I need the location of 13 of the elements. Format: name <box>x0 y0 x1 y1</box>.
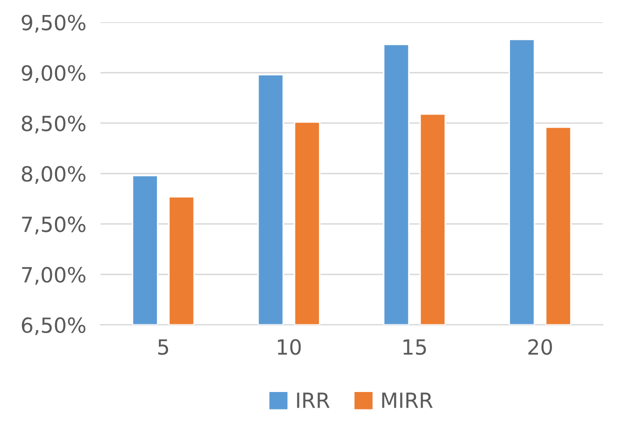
y-tick-label: 9,00% <box>22 65 86 84</box>
y-tick-label: 7,50% <box>22 216 86 234</box>
y-tick-label: 7,00% <box>22 266 86 285</box>
y-tick-label: 9,50% <box>22 14 86 33</box>
x-tick-label: 5 <box>158 339 168 355</box>
y-tick-label: 6,50% <box>22 317 86 336</box>
y-tick-label: 8,00% <box>22 166 86 184</box>
y-tick-label: 8,50% <box>22 116 86 134</box>
x-tick-label: 20 <box>528 339 552 355</box>
legend-label: MIRR <box>382 392 433 408</box>
legend-label: IRR <box>297 392 330 408</box>
x-tick-label: 10 <box>278 339 301 355</box>
x-tick-label: 15 <box>404 339 426 355</box>
